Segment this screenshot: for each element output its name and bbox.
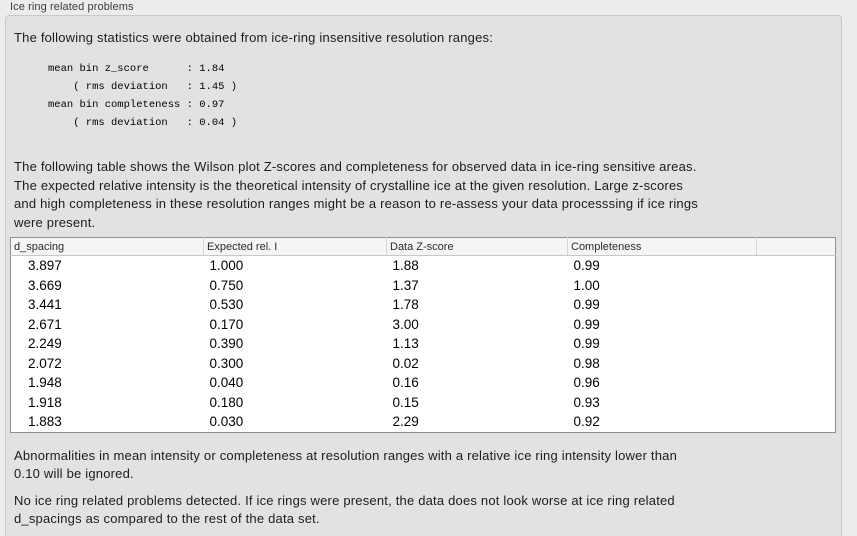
panel-title: Ice ring related problems	[10, 1, 134, 13]
table-row[interactable]: 3.669 0.750 1.37 1.00	[11, 276, 836, 296]
table-cell: 0.02	[392, 355, 419, 371]
stats-block: mean bin z_score : 1.84 ( rms deviation …	[48, 63, 238, 129]
table-cell: 0.390	[209, 336, 244, 351]
table-cell-empty	[757, 295, 836, 315]
table-cell: 1.948	[28, 375, 62, 390]
table-cell: 0.16	[392, 375, 419, 390]
table-cell: 1.37	[392, 277, 419, 293]
table-cell: 2.671	[28, 316, 62, 332]
table-cell-empty	[757, 354, 836, 374]
table-cell: 0.99	[573, 258, 600, 273]
table-cell-empty	[757, 393, 836, 413]
col-header-empty	[756, 237, 836, 256]
table-cell: 1.883	[28, 414, 62, 429]
ice-ring-table-container: d_spacing Expected rel. I Data Z-score C…	[10, 237, 836, 433]
table-cell-empty	[757, 256, 836, 276]
table-cell-empty	[757, 334, 836, 354]
table-cell: 0.99	[573, 316, 600, 332]
col-header-expected-rel-i[interactable]: Expected rel. I	[203, 237, 387, 256]
table-cell: 0.96	[573, 375, 600, 390]
table-description-text: The following table shows the Wilson plo…	[14, 159, 698, 230]
table-cell: 3.897	[28, 258, 62, 273]
table-row[interactable]: 2.072 0.300 0.02 0.98	[11, 354, 836, 374]
table-cell: 0.300	[209, 355, 244, 371]
table-cell-empty	[757, 373, 836, 393]
table-cell-empty	[757, 315, 836, 335]
table-cell: 3.441	[28, 297, 62, 312]
table-cell-empty	[757, 276, 836, 296]
table-cell: 0.040	[209, 375, 244, 390]
table-cell: 1.88	[392, 258, 419, 273]
col-header-d-spacing[interactable]: d_spacing	[10, 237, 204, 256]
table-cell: 0.180	[209, 394, 244, 410]
table-row[interactable]: 2.249 0.390 1.13 0.99	[11, 334, 836, 354]
table-cell: 1.78	[392, 297, 419, 312]
table-row[interactable]: 1.948 0.040 0.16 0.96	[11, 373, 836, 393]
table-cell: 1.00	[573, 277, 600, 293]
table-row[interactable]: 3.897 1.000 1.88 0.99	[11, 256, 836, 276]
col-header-data-z-score[interactable]: Data Z-score	[386, 237, 568, 256]
table-row[interactable]: 3.441 0.530 1.78 0.99	[11, 295, 836, 315]
table-cell: 3.00	[392, 316, 419, 332]
table-cell: 1.13	[392, 336, 419, 351]
table-cell: 0.93	[573, 394, 600, 410]
col-header-completeness[interactable]: Completeness	[567, 237, 757, 256]
table-cell: 0.530	[209, 297, 244, 312]
table-header-row: d_spacing Expected rel. I Data Z-score C…	[10, 237, 836, 256]
table-cell: 0.99	[573, 297, 600, 312]
table-cell: 2.249	[28, 336, 62, 351]
table-cell: 1.000	[209, 258, 244, 273]
table-row[interactable]: 2.671 0.170 3.00 0.99	[11, 315, 836, 335]
ice-ring-table: d_spacing Expected rel. I Data Z-score C…	[10, 237, 836, 433]
ice-ring-panel: The following statistics were obtained f…	[5, 15, 842, 536]
table-cell: 2.072	[28, 355, 62, 371]
stats-intro-text: The following statistics were obtained f…	[14, 30, 494, 45]
table-cell: 0.15	[392, 394, 419, 410]
ignore-note-text: Abnormalities in mean intensity or compl…	[14, 447, 678, 482]
table-cell: 0.170	[209, 316, 244, 332]
table-cell: 0.99	[573, 336, 600, 351]
table-row[interactable]: 1.918 0.180 0.15 0.93	[11, 393, 836, 413]
table-cell: 0.030	[209, 414, 244, 429]
table-cell: 0.92	[573, 414, 600, 429]
table-cell: 0.98	[573, 355, 600, 371]
table-cell: 3.669	[28, 277, 62, 293]
conclusion-note-text: No ice ring related problems detected. I…	[14, 492, 675, 527]
table-row[interactable]: 1.883 0.030 2.29 0.92	[11, 412, 836, 432]
table-body: 3.897 1.000 1.88 0.99 3.669 0.750 1.37 1.00 3.44…	[11, 256, 836, 433]
table-cell: 1.918	[28, 394, 62, 410]
table-cell: 0.750	[209, 277, 244, 293]
table-cell: 2.29	[392, 414, 419, 429]
table-cell-empty	[757, 412, 836, 432]
